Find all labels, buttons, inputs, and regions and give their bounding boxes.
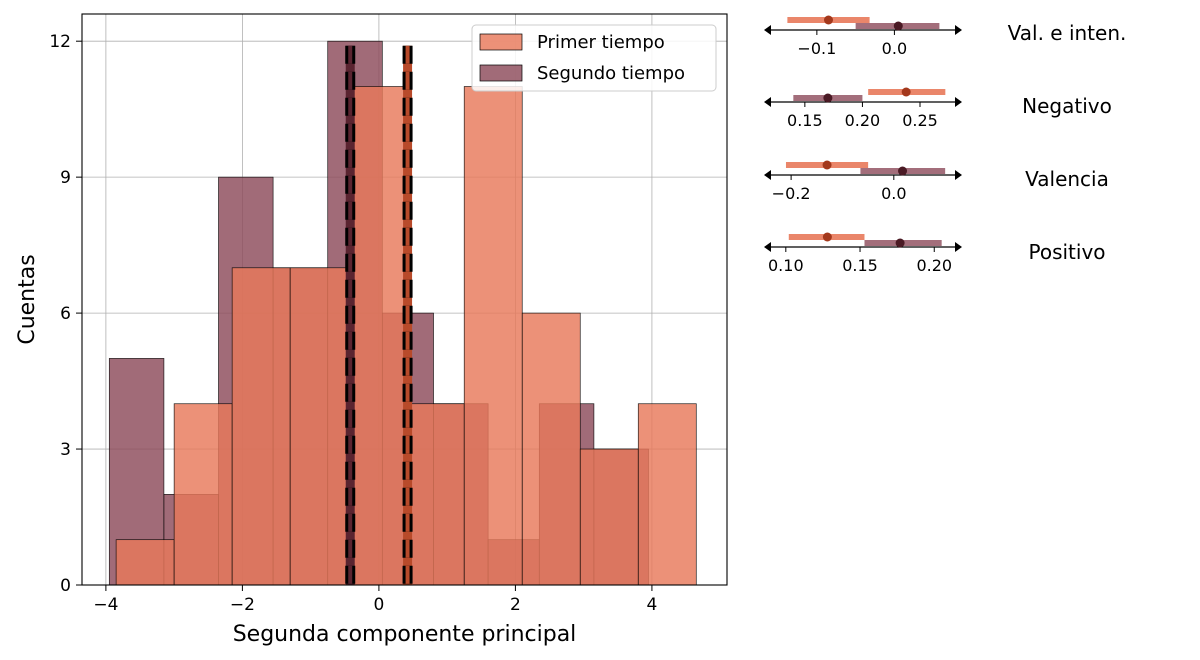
histogram-bar: [521, 312, 581, 586]
histogram-bar: [463, 86, 523, 586]
histogram-bar: [231, 267, 291, 586]
interval-tick-label: 0.15: [787, 111, 823, 130]
y-axis-label: Cuentas: [15, 254, 40, 344]
interval-panel-title: Positivo: [1028, 240, 1105, 264]
interval-panel-title: Negativo: [1022, 94, 1112, 118]
y-tick-label: 0: [60, 576, 71, 596]
interval-panel-title: Val. e inten.: [1008, 21, 1127, 45]
x-tick-label: −4: [93, 595, 118, 615]
interval-mean-dot: [823, 93, 833, 103]
interval-mean-dot: [822, 160, 832, 170]
x-tick-label: 0: [373, 595, 384, 615]
plot-frame: [81, 13, 728, 586]
arrow-left-icon: [764, 170, 771, 180]
interval-tick-label: 0.20: [916, 256, 952, 275]
histogram-bar: [115, 539, 175, 586]
interval-mean-dot: [893, 21, 903, 31]
arrow-left-icon: [764, 97, 771, 107]
interval-tick-label: −0.1: [797, 39, 836, 58]
interval-tick-label: 0.25: [902, 111, 938, 130]
interval-tick-label: 0.0: [882, 39, 907, 58]
arrow-right-icon: [955, 25, 962, 35]
histogram-bar: [289, 267, 349, 586]
interval-panel-title: Valencia: [1025, 167, 1109, 191]
interval-mean-dot: [822, 232, 832, 242]
histogram-bar: [347, 86, 407, 586]
histogram-bar: [637, 403, 697, 586]
interval-tick-label: 0.20: [845, 111, 881, 130]
interval-mean-dot: [895, 238, 905, 248]
x-tick-label: 4: [647, 595, 658, 615]
y-tick-label: 6: [60, 304, 71, 324]
legend-swatch: [479, 64, 523, 82]
x-tick-label: 2: [510, 595, 521, 615]
interval-tick-label: −0.2: [772, 184, 811, 203]
arrow-right-icon: [955, 242, 962, 252]
interval-tick-label: 0.10: [768, 256, 804, 275]
y-tick-label: 9: [60, 168, 71, 188]
x-axis-label: Segunda componente principal: [233, 622, 577, 647]
histogram-bar: [173, 403, 233, 586]
interval-mean-dot: [898, 166, 908, 176]
legend-label: Primer tiempo: [537, 32, 665, 53]
interval-mean-dot: [823, 15, 833, 25]
arrow-left-icon: [764, 25, 771, 35]
arrow-right-icon: [955, 170, 962, 180]
histogram-bar: [405, 403, 465, 586]
legend-label: Segundo tiempo: [537, 63, 685, 84]
y-tick-label: 3: [60, 440, 71, 460]
arrow-right-icon: [955, 97, 962, 107]
histogram-bar: [579, 448, 639, 586]
legend-swatch: [479, 33, 523, 51]
interval-tick-label: 0.15: [842, 256, 878, 275]
interval-tick-label: 0.0: [881, 184, 906, 203]
y-tick-label: 12: [49, 32, 71, 52]
interval-mean-dot: [901, 87, 911, 97]
x-tick-label: −2: [230, 595, 255, 615]
legend-box: [471, 24, 717, 92]
arrow-left-icon: [764, 242, 771, 252]
